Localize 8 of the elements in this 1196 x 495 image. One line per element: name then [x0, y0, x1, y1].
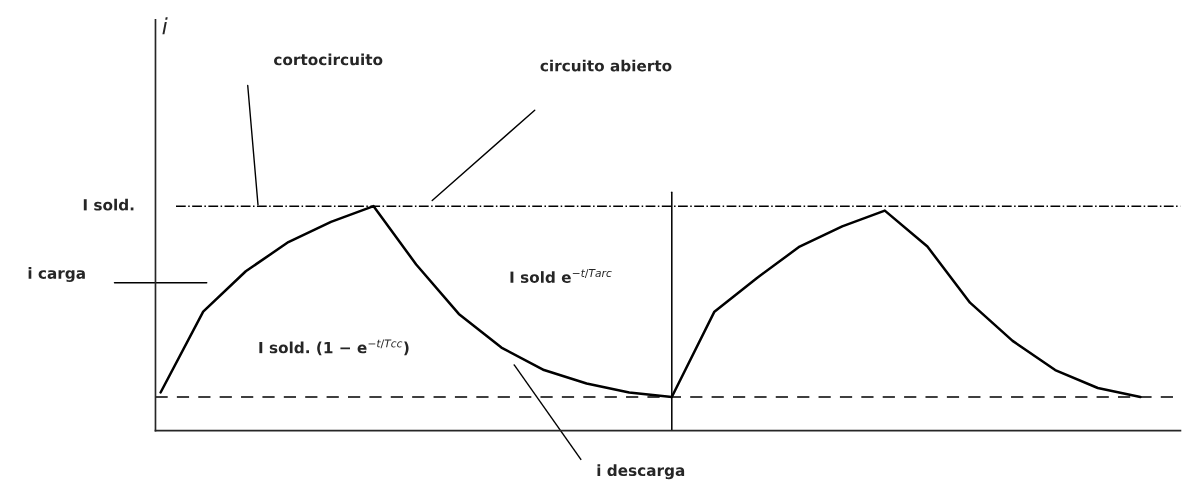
annotation: I sold. (1 − e$^{−t/Tcc}$)	[259, 339, 409, 356]
annotation: I sold e$^{−t/Tarc}$	[510, 269, 612, 283]
text: i carga	[28, 267, 85, 282]
ref-line-label: I sold.	[83, 198, 134, 211]
text: circuito abierto	[540, 59, 672, 72]
text: i descarga	[597, 464, 685, 480]
text: i	[162, 17, 168, 35]
text: cortocircuito	[274, 53, 383, 66]
